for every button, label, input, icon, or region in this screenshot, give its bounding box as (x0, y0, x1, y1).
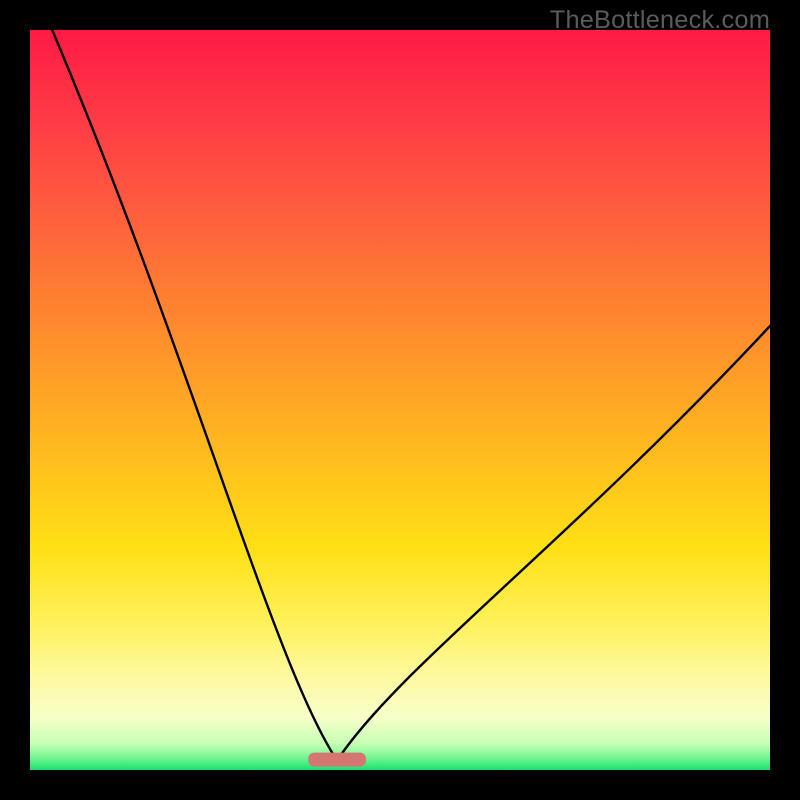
bottleneck-chart-svg (30, 30, 770, 770)
gradient-background (30, 30, 770, 770)
chart-frame: TheBottleneck.com (0, 0, 800, 800)
watermark-text: TheBottleneck.com (550, 6, 770, 35)
plot-area (30, 30, 770, 770)
vertex-marker (308, 753, 366, 767)
